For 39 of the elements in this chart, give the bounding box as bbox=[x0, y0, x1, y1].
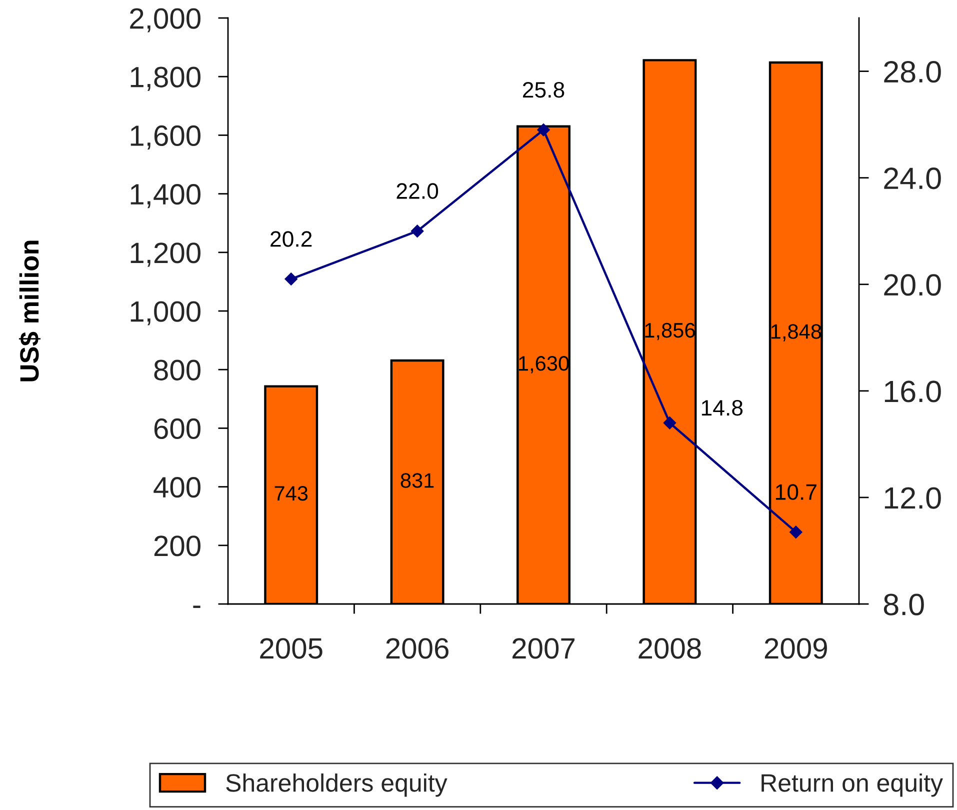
point bbox=[789, 526, 802, 538]
y-axis-title: US$ million bbox=[18, 240, 40, 382]
y-tick-label: 1,800 bbox=[130, 66, 200, 91]
point bbox=[284, 272, 298, 286]
data-label: 1,856 bbox=[645, 322, 695, 340]
legend-label: Return on equity bbox=[762, 773, 943, 797]
data-label: 743 bbox=[274, 486, 308, 501]
y-tick-label: - bbox=[193, 606, 200, 608]
y-tick-label: 800 bbox=[154, 360, 200, 380]
point bbox=[663, 416, 676, 430]
x-tick-label: 2005 bbox=[260, 638, 322, 659]
x-tick-label: 2008 bbox=[638, 638, 701, 659]
data-label: 831 bbox=[400, 473, 434, 488]
data-label: 20.2 bbox=[270, 231, 312, 247]
y-tick-label: 2,000 bbox=[130, 8, 200, 32]
y-tick-label: 1,000 bbox=[130, 301, 200, 326]
y-tick-label: 200 bbox=[154, 536, 200, 556]
y-tick-label: 400 bbox=[154, 477, 200, 498]
data-label: 14.8 bbox=[702, 400, 743, 416]
y2-tick-label: 20.0 bbox=[884, 274, 941, 296]
x-tick-label: 2007 bbox=[512, 638, 574, 659]
point bbox=[410, 224, 424, 238]
y-tick-label: 1,600 bbox=[130, 125, 200, 150]
data-label: 1,630 bbox=[519, 356, 569, 374]
y2-tick-label: 28.0 bbox=[884, 61, 941, 83]
x-tick-label: 2006 bbox=[386, 638, 448, 659]
y-tick-label: 1,400 bbox=[130, 184, 200, 208]
legend-label: Shareholders equity bbox=[226, 773, 448, 797]
y2-tick-label: 16.0 bbox=[884, 380, 941, 402]
point bbox=[537, 123, 550, 136]
data-label: 25.8 bbox=[522, 82, 564, 98]
x-tick-label: 2009 bbox=[764, 638, 827, 659]
y2-tick-label: 12.0 bbox=[884, 487, 941, 509]
y2-tick-label: 24.0 bbox=[884, 168, 941, 190]
data-label: 10.7 bbox=[776, 484, 816, 500]
y2-tick-label: 8.0 bbox=[884, 594, 924, 616]
y-tick-label: 600 bbox=[154, 418, 200, 440]
y-tick-label: 1,200 bbox=[130, 242, 200, 267]
data-label: 22.0 bbox=[396, 183, 438, 199]
